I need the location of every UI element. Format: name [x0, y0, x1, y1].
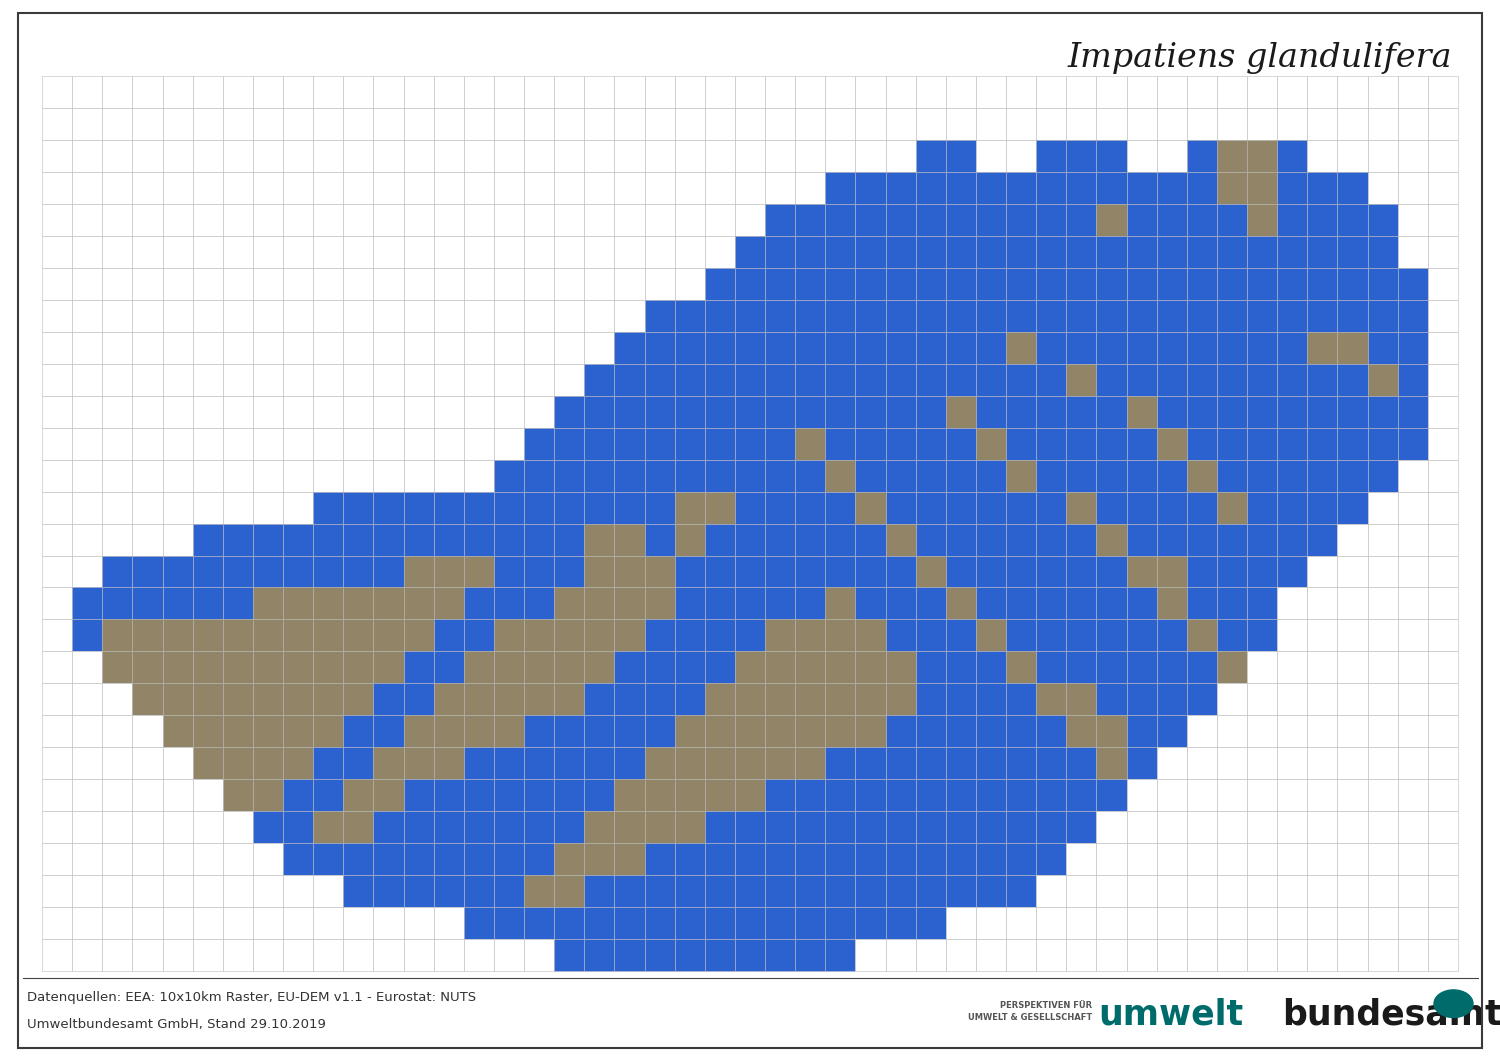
Text: U: U: [1448, 997, 1460, 1012]
Text: bundesamt: bundesamt: [1282, 997, 1500, 1031]
Text: Impatiens glandulifera: Impatiens glandulifera: [1068, 42, 1452, 74]
Text: umwelt: umwelt: [1098, 997, 1244, 1031]
Text: Datenquellen: EEA: 10x10km Raster, EU-DEM v1.1 - Eurostat: NUTS: Datenquellen: EEA: 10x10km Raster, EU-DE…: [27, 991, 476, 1004]
Text: Umweltbundesamt GmbH, Stand 29.10.2019: Umweltbundesamt GmbH, Stand 29.10.2019: [27, 1019, 326, 1031]
Text: PERSPEKTIVEN FÜR
UMWELT & GESELLSCHAFT: PERSPEKTIVEN FÜR UMWELT & GESELLSCHAFT: [968, 1001, 1092, 1022]
